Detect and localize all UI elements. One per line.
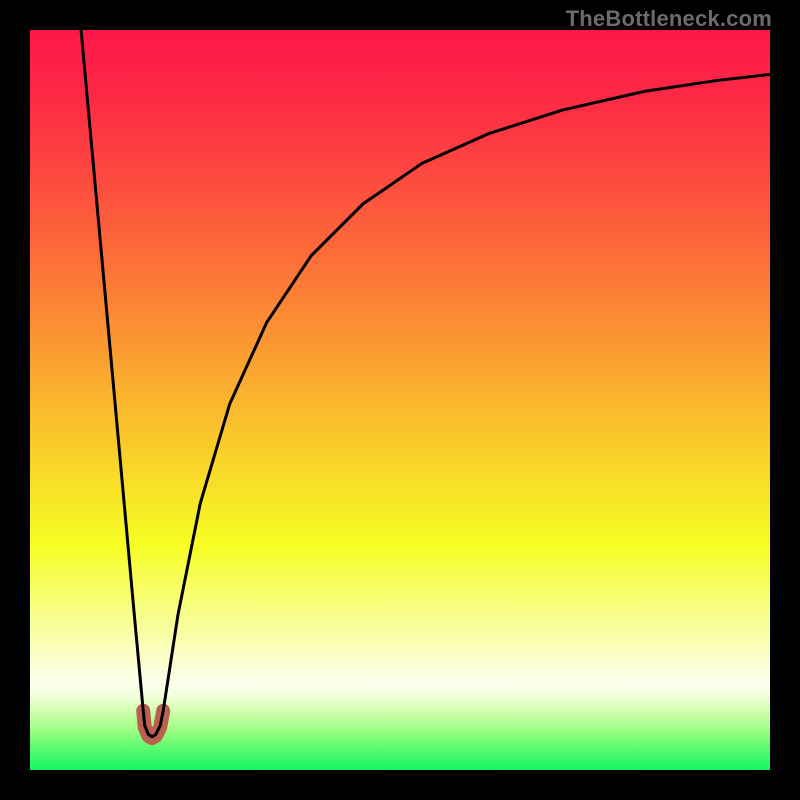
chart-frame: TheBottleneck.com — [0, 0, 800, 800]
watermark-text: TheBottleneck.com — [566, 6, 772, 32]
plot-area — [30, 30, 770, 770]
curve-layer — [30, 30, 770, 770]
bottleneck-curve — [81, 30, 770, 737]
